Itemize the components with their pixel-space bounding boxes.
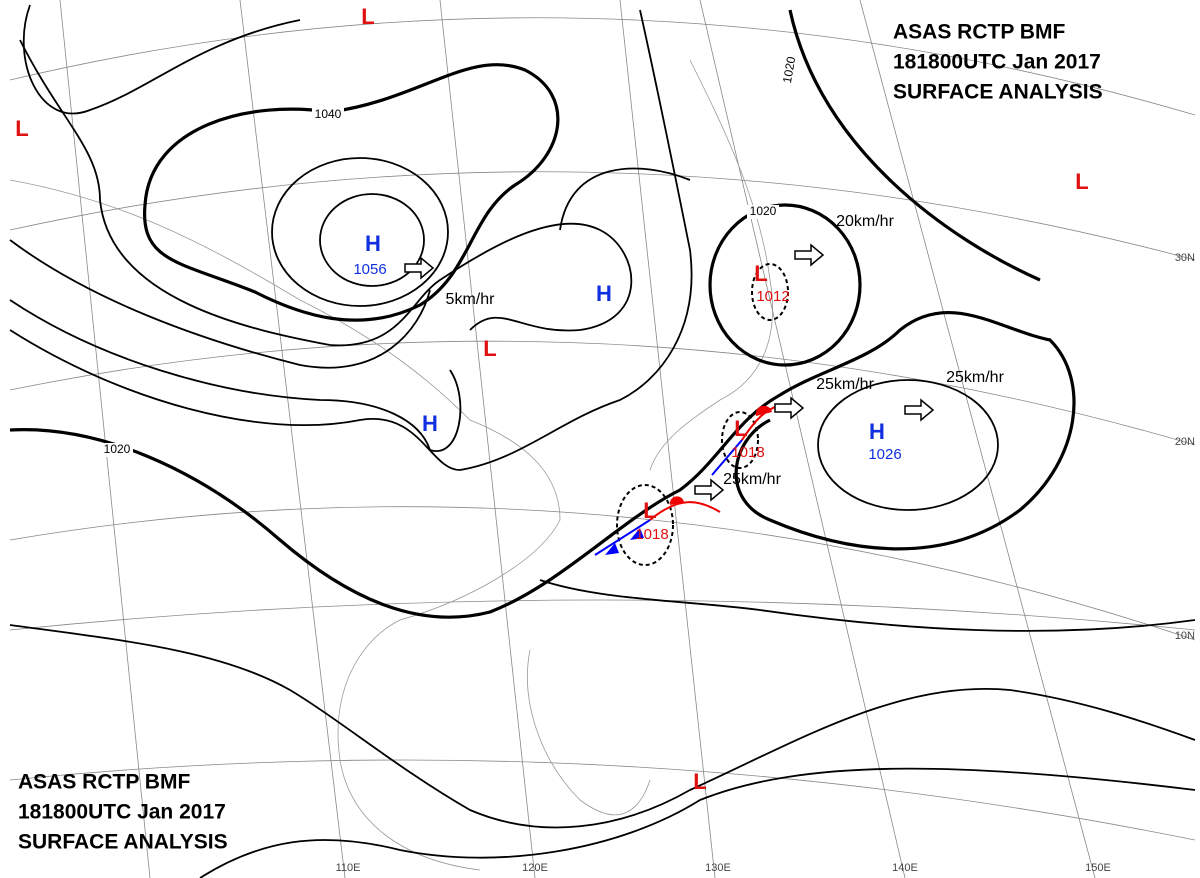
center-pressure: 1018 [731,444,764,461]
latitude-line [9,506,1196,641]
motion-arrow [774,396,805,420]
latitude-line [9,599,1196,631]
isobar-label-bg [780,53,800,87]
warm-front-symbol [669,496,684,505]
coastlines [9,59,773,871]
isobar [143,63,560,322]
annotations: ASAS RCTP BMF 181800UTC Jan 2017 SURFACE A… [15,4,1195,874]
isobar [559,167,691,231]
isobar [199,767,1196,878]
latitude-label: 30N [1175,252,1195,264]
motion-label: 25km/hr [723,471,781,488]
center-pressure: 1026 [868,446,901,463]
center-symbol: L [693,769,706,794]
latitude-line [9,171,1196,261]
longitude-line [59,0,151,878]
longitude-label: 140E [892,862,918,874]
cold-front [711,439,743,476]
title-line: SURFACE ANALYSIS [18,831,228,854]
center-symbol: H [365,231,381,256]
isobar [9,624,1196,829]
coastline [527,649,651,816]
coastline [649,59,773,471]
center-pressure: 1012 [756,288,789,305]
dashed-isobar [751,263,789,321]
isobar-label-bg [747,205,779,219]
motion-label: 5km/hr [446,291,496,308]
coastline [9,179,561,871]
isobar [9,239,431,369]
latitude-label: 20N [1175,436,1195,448]
dashed-isobar [616,484,674,566]
center-symbol: H [422,411,438,436]
center-symbol: L [361,4,374,29]
cold-front-symbol [605,528,644,555]
isobar [817,379,999,511]
motion-arrow [694,478,725,502]
isobar [22,4,301,115]
latitude-line [9,340,1196,446]
center-symbol: L [15,116,28,141]
warm-front-symbol [755,405,772,416]
title-line: ASAS RCTP BMF [18,771,190,794]
isobar-label: 1040 [315,107,342,121]
dashed-isobar [721,411,759,469]
cold-front [594,519,651,556]
center-symbol: L [734,416,747,441]
isobar [319,193,425,287]
center-symbol: L [643,498,656,523]
longitude-line [619,0,716,878]
longitude-label: 150E [1085,862,1111,874]
isobar-label: 1020 [780,55,798,84]
center-symbol: L [483,336,496,361]
isobar-label: 1020 [750,204,777,218]
motion-arrow [404,256,435,280]
title-line: SURFACE ANALYSIS [893,81,1103,104]
latitude-line [9,759,1196,841]
motion-arrow [794,243,825,267]
latitude-line [9,17,1196,116]
isobar-label: 1020 [104,442,131,456]
longitude-line [439,0,536,878]
center-pressure: 1018 [635,526,668,543]
isobar [9,299,462,452]
motion-label: 25km/hr [946,369,1004,386]
motion-arrow [904,398,935,422]
isobar-label-bg [101,443,133,457]
center-pressure: 1056 [353,261,386,278]
longitude-label: 130E [705,862,731,874]
center-symbol: H [869,419,885,444]
isobar [19,39,633,347]
longitude-line [859,0,1096,878]
isobar-label-bg [312,108,344,122]
longitude-line [699,0,906,878]
longitude-label: 110E [336,862,361,874]
isobar [9,9,693,471]
longitude-label: 120E [522,862,548,874]
title-line: ASAS RCTP BMF [893,21,1065,44]
longitude-line [239,0,346,878]
latitude-label: 10N [1175,630,1195,642]
title-line: 181800UTC Jan 2017 [893,51,1101,74]
graticule [9,0,1196,878]
isobar [271,157,449,307]
title-line: 181800UTC Jan 2017 [18,801,226,824]
isobar [788,9,1041,282]
motion-label: 20km/hr [836,213,894,230]
warm-front [649,501,721,521]
center-symbol: L [754,261,767,286]
isobar [539,579,1196,632]
isobars [9,4,1196,878]
isobar [9,311,1076,619]
isobar [708,203,862,367]
motion-label: 25km/hr [816,376,874,393]
center-symbol: H [596,281,612,306]
center-symbol: L [1075,169,1088,194]
